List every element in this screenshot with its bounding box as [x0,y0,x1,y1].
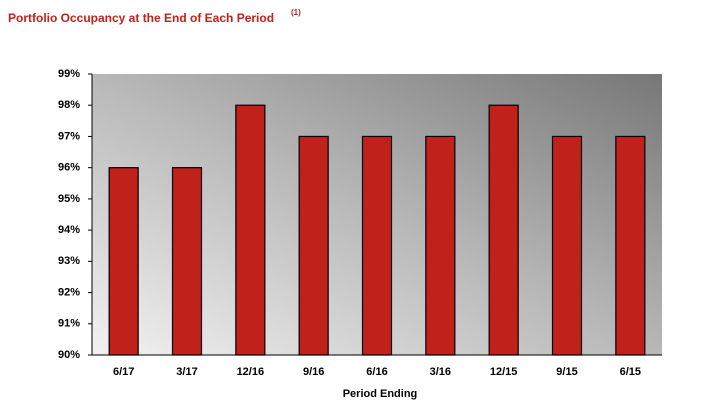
bar [425,135,456,356]
y-tick-label: 95% [58,193,80,205]
y-tick-label: 99% [58,68,80,80]
x-tick-label: 9/16 [303,366,324,378]
x-tick-label: 12/16 [237,366,265,378]
y-tick-label: 97% [58,130,80,142]
x-tick-label: 9/15 [556,366,577,378]
bar [488,104,519,356]
bar [551,135,583,356]
y-tick-label: 90% [58,349,80,361]
bar [108,167,139,356]
x-tick-label: 6/15 [620,366,641,378]
x-tick-label: 6/16 [366,366,387,378]
chart-title: Portfolio Occupancy at the End of Each P… [8,11,274,25]
x-tick-label: 6/17 [113,366,134,378]
y-tick-label: 98% [58,99,80,111]
title-note: (1) [291,8,301,17]
y-tick-label: 91% [58,318,80,330]
y-tick-label: 96% [58,162,80,174]
x-tick-label: 12/15 [490,366,518,378]
bar [361,135,393,356]
y-tick-label: 93% [58,255,80,267]
y-tick-label: 94% [58,224,80,236]
x-tick-label: 3/16 [430,366,451,378]
bar [298,135,329,356]
x-tick-label: 3/17 [176,366,197,378]
bar [171,167,203,356]
y-tick-label: 92% [58,286,80,298]
bar [235,104,266,356]
bar [615,135,646,356]
x-axis-label: Period Ending [343,388,418,400]
